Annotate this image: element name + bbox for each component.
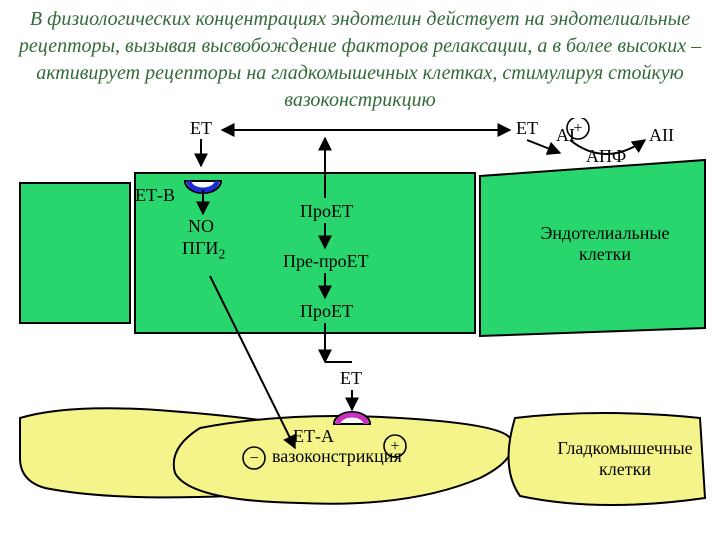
label-AI: АI <box>556 125 575 146</box>
label-ET_B: ЕТ-В <box>135 185 175 206</box>
label-endo_cells: Эндотелиальныеклетки <box>520 223 690 265</box>
endothelial-cell <box>20 183 130 323</box>
receptor-et-a <box>334 412 370 424</box>
minus-vaso-label: − <box>249 450 258 467</box>
page-title: В физиологических концентрациях эндотели… <box>0 0 720 118</box>
label-NO: NO <box>188 216 214 237</box>
receptor-et-a-ring <box>338 415 366 424</box>
label-ACE: АПФ <box>586 146 626 167</box>
label-AII: АII <box>649 125 674 146</box>
receptor-et-b-ring <box>189 181 217 190</box>
minus-vaso <box>243 447 265 469</box>
diagram: ++− ЕТЕТАIАIIАПФЕТ-ВNOПГИ2ПроЕТПре-проЕТ… <box>0 118 720 518</box>
label-smooth_cells: Гладкомышечныеклетки <box>540 438 710 480</box>
label-ET_top_left: ЕТ <box>190 118 212 139</box>
receptor-et-b <box>185 181 221 193</box>
label-ET_top_right: ЕТ <box>516 118 538 139</box>
label-PreProET: Пре-проЕТ <box>283 251 369 272</box>
label-vasoconstr: вазоконстрикция <box>272 446 402 467</box>
no-to-vaso <box>210 276 295 448</box>
label-ProET_upper: ПроЕТ <box>300 201 353 222</box>
label-ET_A: ЕТ-А <box>293 426 334 447</box>
label-PGI2: ПГИ2 <box>182 238 225 264</box>
label-ProET_lower: ПроЕТ <box>300 301 353 322</box>
label-ET_mid: ЕТ <box>340 368 362 389</box>
